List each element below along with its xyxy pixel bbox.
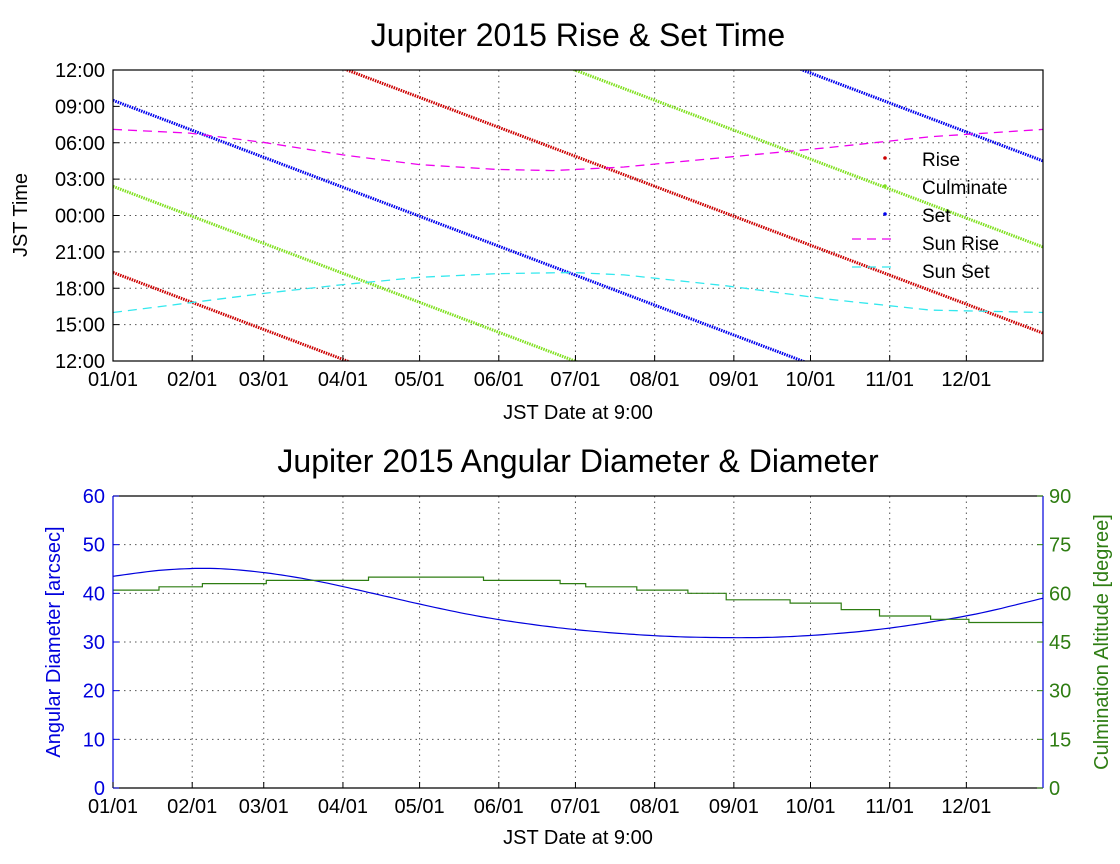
set-series [798, 70, 1043, 163]
x-tick-label: 02/01 [167, 369, 217, 391]
legend-label: Set [922, 206, 951, 227]
y-tick-label: 20 [83, 681, 105, 703]
chart1-plot-area [113, 70, 1043, 361]
x-tick-label: 09/01 [709, 796, 759, 818]
y-tick-label: 09:00 [55, 96, 105, 118]
y-tick-label: 21:00 [55, 242, 105, 264]
y-tick-label: 00:00 [55, 206, 105, 228]
y2-tick-label: 45 [1049, 632, 1071, 654]
x-tick-label: 03/01 [239, 369, 289, 391]
x-tick-label: 05/01 [395, 369, 445, 391]
x-tick-label: 01/01 [88, 796, 138, 818]
rise-series [342, 70, 1043, 335]
x-tick-label: 10/01 [785, 796, 835, 818]
x-tick-label: 12/01 [941, 369, 991, 391]
y2-tick-label: 15 [1049, 729, 1071, 751]
legend-marker [883, 184, 887, 188]
chart2-grid [113, 496, 1043, 788]
rise-set-chart: Jupiter 2015 Rise & Set Time 01/01 02/01 0… [10, 17, 1044, 424]
chart2-ylabel: Angular Diameter [arcsec] [43, 526, 65, 757]
y2-tick-label: 0 [1049, 778, 1060, 800]
x-tick-label: 04/01 [318, 369, 368, 391]
x-tick-label: 02/01 [167, 796, 217, 818]
angular-diameter-series [113, 567, 1043, 639]
x-tick-label: 04/01 [318, 796, 368, 818]
legend-label: Culminate [922, 178, 1008, 199]
legend-marker [883, 212, 887, 216]
chart1-xlabel: JST Date at 9:00 [503, 402, 653, 424]
x-tick-label: 05/01 [395, 796, 445, 818]
x-tick-label: 06/01 [474, 796, 524, 818]
y2-tick-label: 75 [1049, 535, 1071, 557]
chart2-y2-ticks: 0 15 30 45 60 75 90 [1037, 486, 1071, 800]
legend-label: Rise [922, 150, 960, 171]
y-tick-label: 18:00 [55, 278, 105, 300]
y-tick-label: 12:00 [55, 351, 105, 373]
y-tick-label: 03:00 [55, 169, 105, 191]
x-tick-label: 07/01 [550, 796, 600, 818]
chart2-frame [112, 495, 1044, 789]
y-tick-label: 50 [83, 535, 105, 557]
chart1-grid [113, 70, 1043, 361]
diameter-chart: Jupiter 2015 Angular Diameter & Diameter… [43, 443, 1113, 849]
x-tick-label: 03/01 [239, 796, 289, 818]
set-series [113, 98, 807, 361]
legend-label: Sun Rise [922, 234, 999, 255]
culminate-series [113, 184, 580, 361]
culminate-series [570, 70, 1043, 249]
legend-marker [883, 156, 887, 160]
chart1-title: Jupiter 2015 Rise & Set Time [371, 17, 785, 53]
x-tick-label: 01/01 [88, 369, 138, 391]
y-tick-label: 60 [83, 486, 105, 508]
x-tick-label: 11/01 [865, 796, 914, 818]
y2-tick-label: 30 [1049, 681, 1071, 703]
x-tick-label: 12/01 [941, 796, 991, 818]
x-tick-label: 11/01 [865, 369, 914, 391]
chart2-title: Jupiter 2015 Angular Diameter & Diameter [277, 443, 879, 479]
y-tick-label: 30 [83, 632, 105, 654]
x-tick-label: 10/01 [785, 369, 835, 391]
legend-label: Sun Set [922, 262, 990, 283]
y-tick-label: 10 [83, 729, 105, 751]
y-tick-label: 12:00 [55, 60, 105, 82]
y2-tick-label: 90 [1049, 486, 1071, 508]
sun-set-series [113, 271, 1043, 314]
chart2-plot-area [113, 567, 1043, 639]
x-tick-label: 08/01 [630, 796, 680, 818]
chart2-y2label: Culmination Altitude [degree] [1091, 514, 1113, 770]
y2-tick-label: 60 [1049, 583, 1071, 605]
y-tick-label: 0 [94, 778, 105, 800]
chart1-frame [112, 69, 1044, 362]
x-tick-label: 09/01 [709, 369, 759, 391]
chart2-xlabel: JST Date at 9:00 [503, 827, 653, 849]
chart1-legend: Rise Culminate Set Sun Rise Sun Set [852, 150, 1008, 283]
x-tick-label: 06/01 [474, 369, 524, 391]
rise-series [113, 271, 352, 361]
x-tick-label: 07/01 [550, 369, 600, 391]
chart2-y-ticks: 0 10 20 30 40 50 60 [83, 486, 119, 800]
y-tick-label: 06:00 [55, 133, 105, 155]
sun-rise-series [113, 128, 1043, 172]
chart2-x-ticks: 01/01 02/01 03/01 04/01 05/01 06/01 07/01 08/01… [88, 782, 991, 818]
chart1-ylabel: JST Time [10, 173, 32, 257]
culmination-altitude-series [113, 576, 1043, 626]
x-tick-label: 08/01 [630, 369, 680, 391]
y-tick-label: 15:00 [55, 315, 105, 337]
y-tick-label: 40 [83, 583, 105, 605]
chart1-y-ticks: 12:00 15:00 18:00 21:00 00:00 03:00 06:00 09:00… [55, 60, 119, 373]
chart1-x-ticks: 01/01 02/01 03/01 04/01 05/01 06/01 07/01 08/01… [88, 355, 991, 391]
